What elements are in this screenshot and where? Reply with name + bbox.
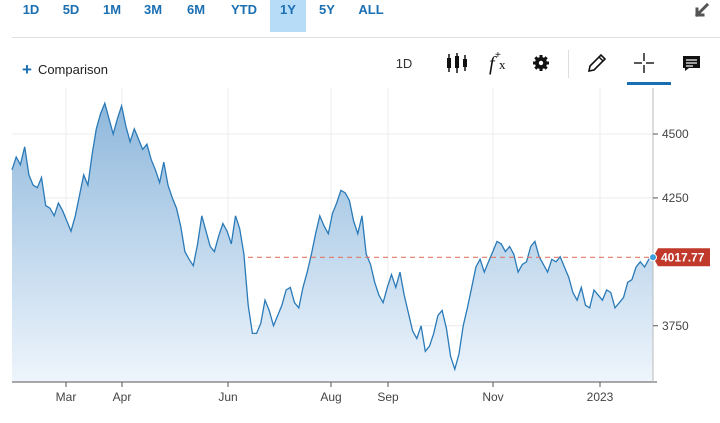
- candlestick-icon[interactable]: [443, 50, 471, 76]
- range-tab-1m[interactable]: 1M: [102, 2, 122, 17]
- current-price-badge: 4017.77: [649, 248, 710, 267]
- pencil-icon[interactable]: [583, 50, 611, 76]
- news-icon[interactable]: [678, 50, 706, 76]
- range-tab-ytd[interactable]: YTD: [231, 2, 257, 17]
- x-tick-label: Apr: [113, 390, 132, 404]
- range-tab-1y[interactable]: 1Y: [270, 0, 306, 32]
- range-tab-1d[interactable]: 1D: [22, 2, 40, 17]
- current-price-label: 4017.77: [661, 250, 705, 264]
- x-tick-label: Sep: [377, 390, 399, 404]
- svg-text:f: f: [489, 53, 497, 75]
- crosshair-icon[interactable]: [630, 50, 658, 76]
- x-tick-label: Aug: [320, 390, 341, 404]
- y-tick-label: 4500: [662, 127, 689, 141]
- range-tab-5y[interactable]: 5Y: [319, 2, 335, 17]
- toolbar-separator: [568, 50, 569, 78]
- price-badge-background: [653, 248, 710, 267]
- svg-text:x: x: [499, 57, 506, 72]
- fx-icon[interactable]: f x +: [485, 50, 513, 76]
- x-tick-label: 2023: [587, 390, 614, 404]
- current-price-dot: [649, 253, 657, 262]
- x-tick-label: Nov: [482, 390, 503, 404]
- comparison-label: Comparison: [37, 62, 109, 77]
- plus-icon: +: [22, 60, 32, 79]
- range-tab-all[interactable]: ALL: [358, 2, 384, 17]
- gear-icon[interactable]: [527, 50, 555, 76]
- comparison-button[interactable]: + Comparison: [22, 59, 108, 79]
- collapse-arrow-icon[interactable]: [692, 2, 710, 20]
- x-tick-label: Mar: [56, 390, 77, 404]
- range-selector: 1D 5D 1M 3M 6M YTD 1Y 5Y ALL: [0, 0, 720, 32]
- range-tab-3m[interactable]: 3M: [143, 2, 163, 17]
- price-line: [11, 101, 654, 372]
- toolbar-divider: [12, 37, 720, 38]
- y-tick-label: 3750: [662, 319, 689, 333]
- price-area: [12, 103, 653, 383]
- chart-toolbar: + Comparison 1D f x +: [0, 44, 720, 85]
- x-tick-label: Jun: [218, 390, 237, 404]
- y-tick-label: 4250: [662, 191, 689, 205]
- range-tab-5d[interactable]: 5D: [62, 2, 80, 17]
- interval-button[interactable]: 1D: [395, 55, 413, 71]
- active-tool-indicator: [627, 82, 671, 85]
- svg-text:+: +: [495, 50, 501, 61]
- y-axis: 4500 4250 3750: [653, 127, 689, 333]
- range-tab-6m[interactable]: 6M: [186, 2, 206, 17]
- x-axis: Mar Apr Jun Aug Sep Nov 2023: [56, 382, 614, 404]
